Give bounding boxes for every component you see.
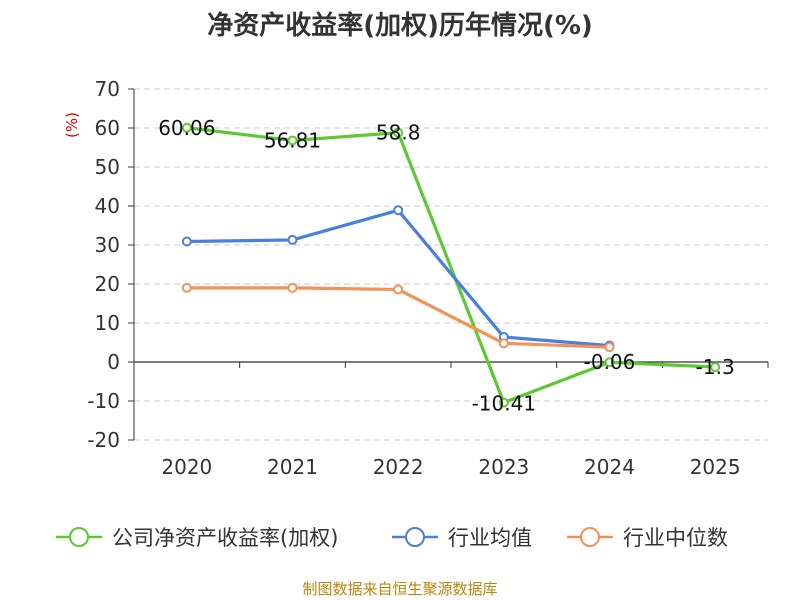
y-tick-label: 0 — [107, 350, 120, 374]
legend-label: 公司净资产收益率(加权) — [112, 526, 338, 550]
series-line — [186, 208, 610, 348]
data-point — [287, 234, 298, 245]
source-note: 制图数据来自恒生聚源数据库 — [302, 580, 497, 598]
legend-marker — [580, 527, 600, 547]
data-point — [710, 362, 721, 373]
data-point — [604, 357, 615, 368]
series-2 — [181, 282, 615, 353]
series-line — [186, 286, 610, 349]
legend-item-1: 行业均值 — [392, 526, 532, 550]
data-label: 58.8 — [376, 121, 421, 145]
x-tick-label: 2022 — [373, 455, 424, 479]
data-point — [498, 338, 509, 349]
series-0 — [181, 122, 721, 408]
data-point — [393, 127, 404, 138]
series-line — [186, 126, 716, 405]
y-tick-label: 20 — [95, 272, 120, 296]
data-labels: 60.06 56.81 58.8 -10.41 -0.06 -1.3 — [158, 116, 734, 416]
gridlines — [134, 88, 768, 441]
x-tick-label: 2023 — [478, 455, 529, 479]
data-point — [498, 397, 509, 408]
legend-marker — [405, 527, 425, 547]
legend-label: 行业中位数 — [623, 526, 728, 550]
legend: 公司净资产收益率(加权) 行业均值 行业中位数 — [56, 526, 728, 550]
legend-item-2: 行业中位数 — [567, 526, 728, 550]
data-point — [393, 205, 404, 216]
y-tick-label: -20 — [87, 428, 120, 452]
data-point — [287, 135, 298, 146]
data-label: -1.3 — [696, 355, 735, 379]
legend-item-0: 公司净资产收益率(加权) — [56, 526, 338, 550]
y-tick-label: 50 — [95, 155, 120, 179]
x-tick-label: 2025 — [690, 455, 741, 479]
x-tick-label: 2021 — [267, 455, 318, 479]
y-tick-label: -10 — [87, 389, 120, 413]
chart-title: 净资产收益率(加权)历年情况(%) — [207, 10, 593, 41]
legend-marker — [69, 527, 89, 547]
data-label: -10.41 — [472, 392, 536, 416]
data-point — [181, 236, 192, 247]
series-layer — [181, 122, 721, 408]
legend-label: 行业均值 — [448, 526, 532, 550]
data-point — [287, 282, 298, 293]
y-tick-label: 30 — [95, 233, 120, 257]
y-axis-unit-label: (%) — [63, 112, 81, 138]
data-label: 60.06 — [158, 116, 215, 140]
data-point — [393, 284, 404, 295]
axes: 70 60 50 40 30 20 10 0 -10 -20 2020 2021 2022 2023 202… — [87, 77, 769, 479]
data-point — [604, 342, 615, 353]
data-label: -0.06 — [584, 350, 636, 374]
y-tick-label: 70 — [95, 77, 120, 101]
x-tick-label: 2024 — [584, 455, 635, 479]
x-tick-label: 2020 — [161, 455, 212, 479]
y-tick-label: 10 — [95, 311, 120, 335]
series-1 — [181, 205, 615, 351]
data-point — [181, 122, 192, 133]
data-point — [181, 282, 192, 293]
y-tick-label: 60 — [95, 116, 120, 140]
y-tick-label: 40 — [95, 194, 120, 218]
data-label: 56.81 — [264, 128, 321, 152]
